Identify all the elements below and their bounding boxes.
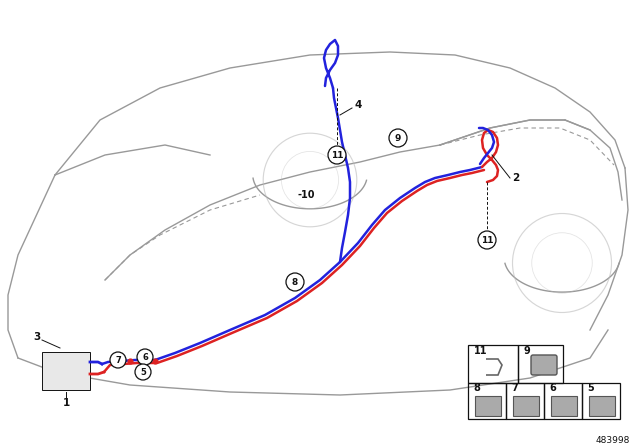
Text: 4: 4: [355, 100, 362, 110]
FancyBboxPatch shape: [475, 396, 501, 416]
FancyBboxPatch shape: [531, 355, 557, 375]
Text: 7: 7: [511, 383, 518, 393]
Text: 1: 1: [62, 398, 70, 408]
Text: 483998: 483998: [596, 436, 630, 445]
Text: 8: 8: [473, 383, 480, 393]
FancyBboxPatch shape: [513, 396, 539, 416]
FancyBboxPatch shape: [551, 396, 577, 416]
Text: 3: 3: [33, 332, 40, 342]
Text: -10: -10: [298, 190, 316, 200]
Text: 2: 2: [513, 173, 520, 183]
Bar: [582, 383, 620, 419]
Circle shape: [478, 231, 496, 249]
Circle shape: [328, 146, 346, 164]
Bar: [544, 383, 582, 419]
Circle shape: [286, 273, 304, 291]
Bar: [518, 345, 563, 383]
Point: [150, 358, 160, 365]
Text: 6: 6: [549, 383, 556, 393]
Text: 6: 6: [142, 353, 148, 362]
Text: 11: 11: [474, 346, 488, 356]
Text: 8: 8: [292, 277, 298, 287]
Bar: [468, 345, 518, 383]
FancyBboxPatch shape: [589, 396, 615, 416]
Circle shape: [135, 364, 151, 380]
Circle shape: [389, 129, 407, 147]
Text: 9: 9: [523, 346, 530, 356]
Text: 11: 11: [331, 151, 343, 159]
Text: 5: 5: [140, 367, 146, 376]
Bar: [468, 383, 506, 419]
Circle shape: [110, 352, 126, 368]
Text: 7: 7: [115, 356, 121, 365]
Bar: [506, 383, 544, 419]
Point: [125, 358, 135, 365]
Text: 5: 5: [587, 383, 594, 393]
FancyBboxPatch shape: [42, 352, 90, 390]
Text: 11: 11: [481, 236, 493, 245]
Text: 9: 9: [395, 134, 401, 142]
Circle shape: [137, 349, 153, 365]
